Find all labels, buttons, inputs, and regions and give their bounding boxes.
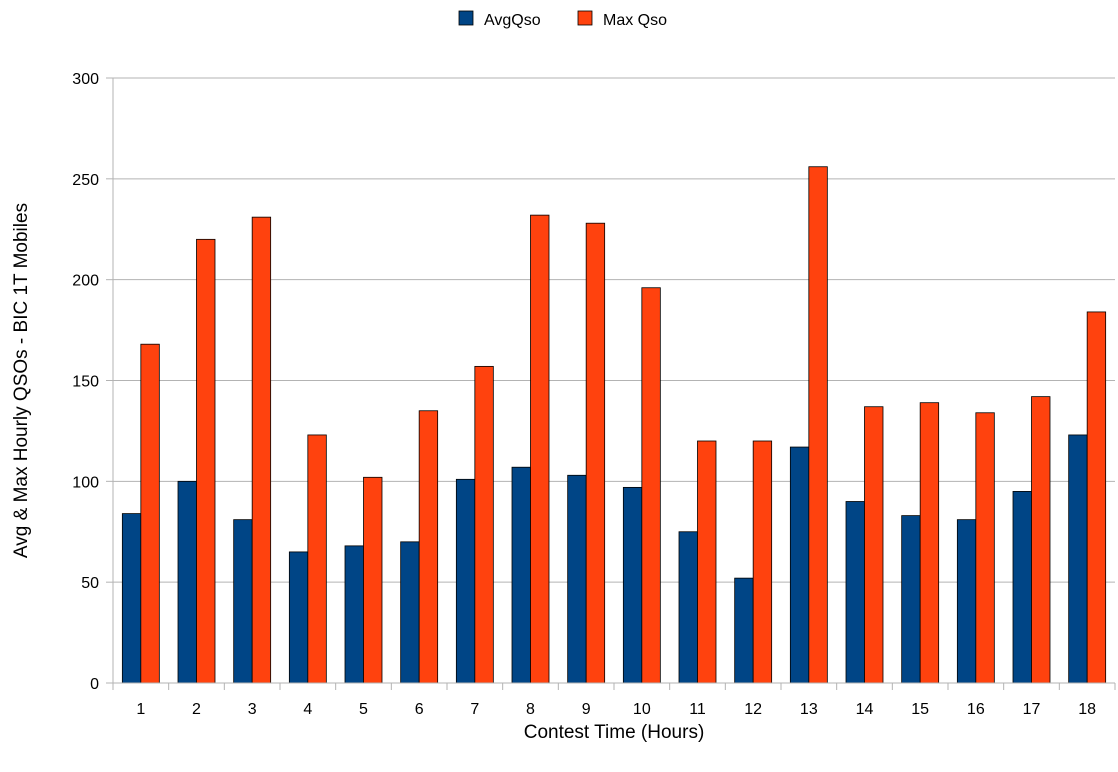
bar-maxqso xyxy=(642,288,661,683)
x-tick-label: 9 xyxy=(582,701,591,718)
legend-swatch xyxy=(459,11,473,25)
bar-maxqso xyxy=(809,167,828,683)
x-tick-label: 3 xyxy=(248,701,257,718)
bar-maxqso xyxy=(475,366,494,683)
y-tick-label: 150 xyxy=(72,374,99,391)
x-tick-label: 12 xyxy=(744,701,762,718)
x-tick-label: 16 xyxy=(967,701,985,718)
y-tick-label: 250 xyxy=(72,172,99,189)
legend-swatch xyxy=(578,11,592,25)
x-tick-label: 2 xyxy=(192,701,201,718)
x-tick-label: 4 xyxy=(303,701,312,718)
y-tick-label: 50 xyxy=(81,575,99,592)
bar-maxqso xyxy=(531,215,550,683)
bar-avgqso xyxy=(1013,491,1032,683)
bar-maxqso xyxy=(865,407,884,683)
bar-maxqso xyxy=(419,411,438,683)
x-tick-label: 6 xyxy=(415,701,424,718)
bar-avgqso xyxy=(234,520,253,683)
bar-avgqso xyxy=(957,520,976,683)
x-tick-label: 11 xyxy=(689,701,706,718)
legend: AvgQso Max Qso xyxy=(459,11,667,29)
bar-maxqso xyxy=(753,441,772,683)
bar-avgqso xyxy=(178,481,197,683)
x-axis-title: Contest Time (Hours) xyxy=(524,722,705,743)
bar-maxqso xyxy=(197,239,216,683)
legend-label: Max Qso xyxy=(603,12,667,29)
x-tick-label: 7 xyxy=(470,701,479,718)
x-tick-label: 13 xyxy=(800,701,818,718)
y-tick-label: 0 xyxy=(90,676,99,693)
bar-maxqso xyxy=(698,441,717,683)
bar-avgqso xyxy=(679,532,698,683)
bar-avgqso xyxy=(902,516,921,683)
x-tick-label: 8 xyxy=(526,701,535,718)
x-tick-label: 1 xyxy=(136,701,145,718)
bar-maxqso xyxy=(920,403,939,683)
x-tick-label: 14 xyxy=(856,701,874,718)
y-tick-label: 100 xyxy=(72,474,99,491)
x-tick-label: 5 xyxy=(359,701,368,718)
bar-maxqso xyxy=(586,223,605,683)
x-tick-label: 10 xyxy=(633,701,651,718)
bar-maxqso xyxy=(141,344,160,683)
x-tick-label: 17 xyxy=(1023,701,1041,718)
bar-avgqso xyxy=(456,479,475,683)
bar-avgqso xyxy=(1069,435,1088,683)
y-tick-label: 300 xyxy=(72,71,99,88)
bar-avgqso xyxy=(623,487,642,683)
legend-label: AvgQso xyxy=(484,12,541,29)
x-tick-label: 15 xyxy=(911,701,929,718)
bar-avgqso xyxy=(790,447,809,683)
bar-avgqso xyxy=(289,552,308,683)
y-tick-label: 200 xyxy=(72,273,99,290)
bar-avgqso xyxy=(846,502,865,684)
bar-maxqso xyxy=(308,435,327,683)
bar-maxqso xyxy=(252,217,271,683)
bars xyxy=(122,167,1105,683)
bar-avgqso xyxy=(345,546,364,683)
bar-maxqso xyxy=(976,413,995,683)
bar-avgqso xyxy=(568,475,587,683)
x-tick-label: 18 xyxy=(1078,701,1096,718)
y-axis-title: Avg & Max Hourly QSOs - BIC 1T Mobiles xyxy=(11,203,32,558)
bar-avgqso xyxy=(512,467,531,683)
bar-maxqso xyxy=(1087,312,1106,683)
bar-avgqso xyxy=(401,542,420,683)
bar-avgqso xyxy=(735,578,754,683)
bar-maxqso xyxy=(1032,397,1051,683)
bar-avgqso xyxy=(122,514,141,683)
bar-maxqso xyxy=(364,477,383,683)
